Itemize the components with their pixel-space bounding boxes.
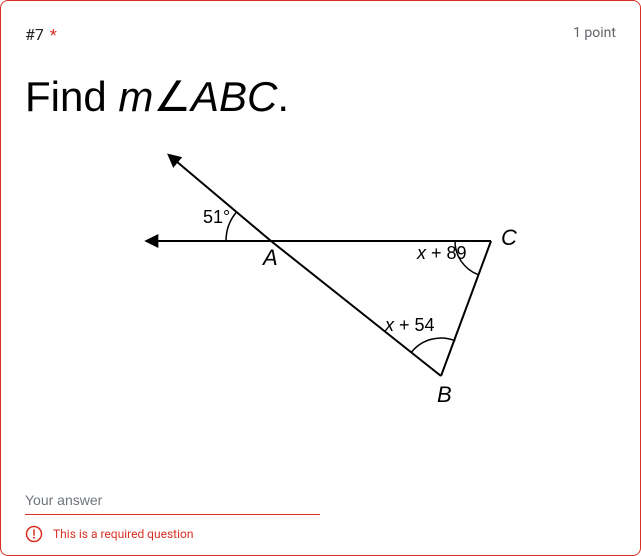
- error-message: This is a required question: [53, 527, 194, 541]
- svg-text:B: B: [437, 382, 452, 407]
- svg-text:C: C: [501, 225, 517, 250]
- error-row: This is a required question: [25, 525, 194, 543]
- error-icon: [25, 525, 43, 543]
- prompt-m: m: [118, 73, 153, 120]
- svg-text:x + 89: x + 89: [416, 243, 467, 263]
- question-number: #7: [25, 25, 44, 44]
- question-card: #7 * 1 point Find m∠ABC. ABC51°x + 89x +…: [0, 0, 641, 556]
- geometry-diagram: A B C 51° x + 89 x + 54: [121, 131, 521, 411]
- question-header: #7 * 1 point: [25, 25, 616, 44]
- question-prompt: Find m∠ABC.: [25, 72, 616, 121]
- svg-text:A: A: [261, 245, 278, 270]
- answer-input[interactable]: [25, 486, 320, 515]
- points-label: 1 point: [573, 25, 616, 41]
- svg-text:51°: 51°: [203, 207, 230, 227]
- diagram-container: A B C 51° x + 89 x + 54: [25, 131, 616, 411]
- prompt-prefix: Find: [25, 73, 118, 120]
- question-number-wrap: #7 *: [25, 25, 57, 44]
- prompt-suffix: .: [277, 73, 289, 120]
- svg-text:x + 54: x + 54: [384, 315, 435, 335]
- answer-area: [25, 486, 320, 515]
- prompt-letters: ABC: [191, 73, 277, 120]
- prompt-angle: ∠: [153, 73, 191, 120]
- required-marker: *: [50, 25, 57, 44]
